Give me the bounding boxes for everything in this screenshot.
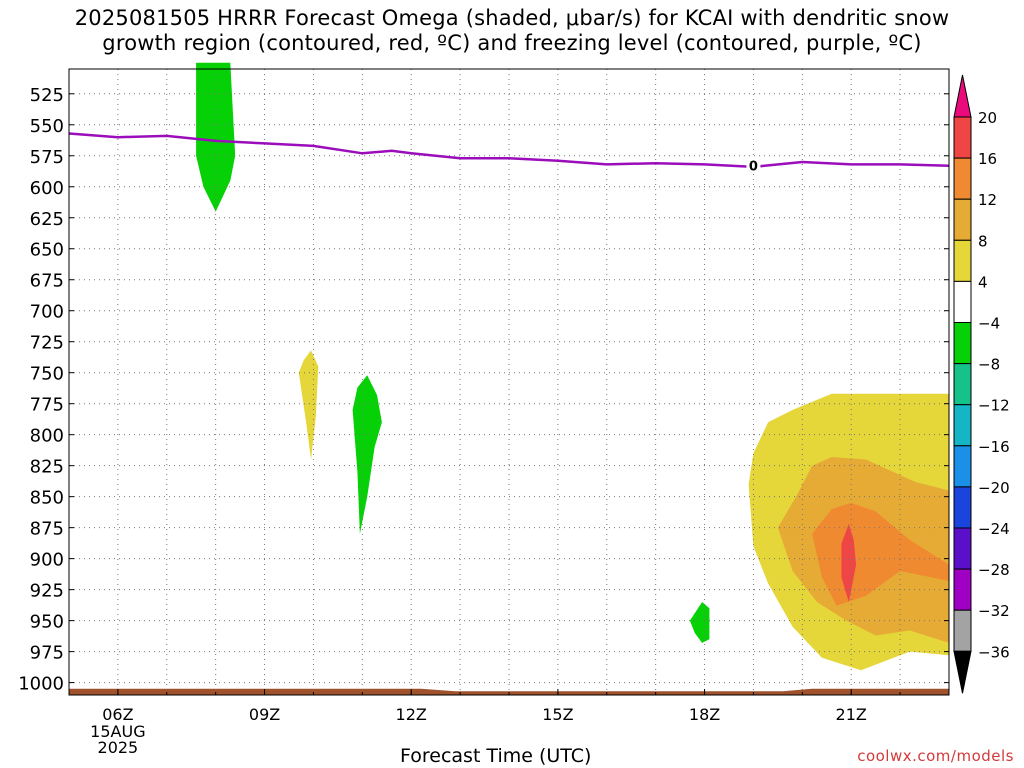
colorbar-segment (953, 239, 972, 282)
y-axis-ticks: 525 550 575 600 625 650 675 700 725 750 775 800 825 8… (18, 85, 949, 695)
colorbar-label: −28 (978, 561, 1010, 579)
freezing-level-label: 0 (749, 160, 758, 175)
x-tick-label: 15Z (542, 705, 573, 724)
freezing-label-bg (746, 157, 761, 174)
colorbar-label: 16 (978, 150, 997, 168)
colorbar-segment (953, 157, 972, 200)
colorbar-label: −16 (978, 438, 1010, 456)
colorbar-segment (953, 363, 972, 406)
y-tick-label: 600 (30, 178, 64, 199)
title-line-1: 2025081505 HRRR Forecast Omega (shaded, … (74, 6, 950, 30)
colorbar-label: −24 (978, 520, 1010, 538)
y-tick-label: 975 (30, 643, 64, 664)
y-tick-label: 800 (30, 426, 64, 447)
omega-shading-layer (196, 62, 949, 671)
colorbar-segment (953, 198, 972, 241)
colorbar-label: −8 (978, 356, 1000, 374)
colorbar-label: −4 (978, 315, 1000, 333)
colorbar-label: 20 (978, 109, 997, 127)
chart-title: 2025081505 HRRR Forecast Omega (shaded, … (0, 6, 1024, 56)
y-tick-label: 550 (30, 116, 64, 137)
x-tick-label: 18Z (689, 705, 720, 724)
y-tick-label: 675 (30, 271, 64, 292)
y-tick-label: 625 (30, 209, 64, 230)
y-tick-label: 850 (30, 488, 64, 509)
colorbar-segment (953, 609, 972, 652)
colorbar-label: −32 (978, 602, 1010, 620)
gridlines (69, 69, 950, 695)
y-tick-label: 650 (30, 240, 64, 261)
colorbar-segment (953, 280, 972, 323)
x-axis-label: Forecast Time (UTC) (400, 745, 592, 767)
colorbar-segment (953, 486, 972, 529)
colorbar-top-arrow (953, 74, 972, 118)
watermark: coolwx.com/models (857, 747, 1014, 765)
colorbar-label: −12 (978, 397, 1010, 415)
terrain-layer (69, 688, 949, 695)
colorbar-label: 12 (978, 191, 997, 209)
omega-region-4 (689, 602, 710, 643)
y-tick-label: 900 (30, 550, 64, 571)
y-tick-label: 725 (30, 333, 64, 354)
colorbar-segment (953, 116, 972, 159)
colorbar-label: 4 (978, 273, 988, 291)
colorbar-segment (953, 445, 972, 488)
colorbar-segment (953, 322, 972, 365)
y-tick-label: 575 (30, 147, 64, 168)
y-tick-label: 875 (30, 519, 64, 540)
y-tick-label: 950 (30, 612, 64, 633)
y-tick-label: 750 (30, 364, 64, 385)
freezing-level-line (68, 132, 950, 169)
colorbar: 20 16 12 8 4 −4 −8 −12 −16 −20 −24 −28 −32 −36 (953, 74, 1010, 694)
omega-region-8 (841, 523, 857, 602)
y-tick-label: 775 (30, 395, 64, 416)
terrain-band (69, 688, 949, 695)
y-tick-label: 1000 (18, 674, 64, 695)
omega-region-3 (352, 375, 382, 534)
omega-region-1 (196, 62, 236, 212)
y-tick-label: 700 (30, 302, 64, 323)
omega-region-2 (298, 350, 319, 460)
x-tick-label: 12Z (396, 705, 427, 724)
y-tick-label: 925 (30, 581, 64, 602)
colorbar-label: −36 (978, 643, 1010, 661)
x-date-label: 2025 (98, 738, 139, 757)
x-tick-label: 06Z (102, 705, 133, 724)
colorbar-label: 8 (978, 232, 988, 250)
colorbar-segment (953, 568, 972, 611)
title-line-2: growth region (contoured, red, ºC) and f… (102, 31, 922, 55)
y-tick-label: 525 (30, 85, 64, 106)
x-tick-label: 21Z (836, 705, 867, 724)
colorbar-segment (953, 527, 972, 570)
x-tick-label: 09Z (249, 705, 280, 724)
y-tick-label: 825 (30, 457, 64, 478)
colorbar-label: −20 (978, 479, 1010, 497)
x-date-label: 15AUG (90, 722, 145, 741)
freezing-level-layer: 0 (68, 132, 950, 175)
colorbar-bottom-arrow (953, 650, 972, 694)
colorbar-segment (953, 404, 972, 447)
